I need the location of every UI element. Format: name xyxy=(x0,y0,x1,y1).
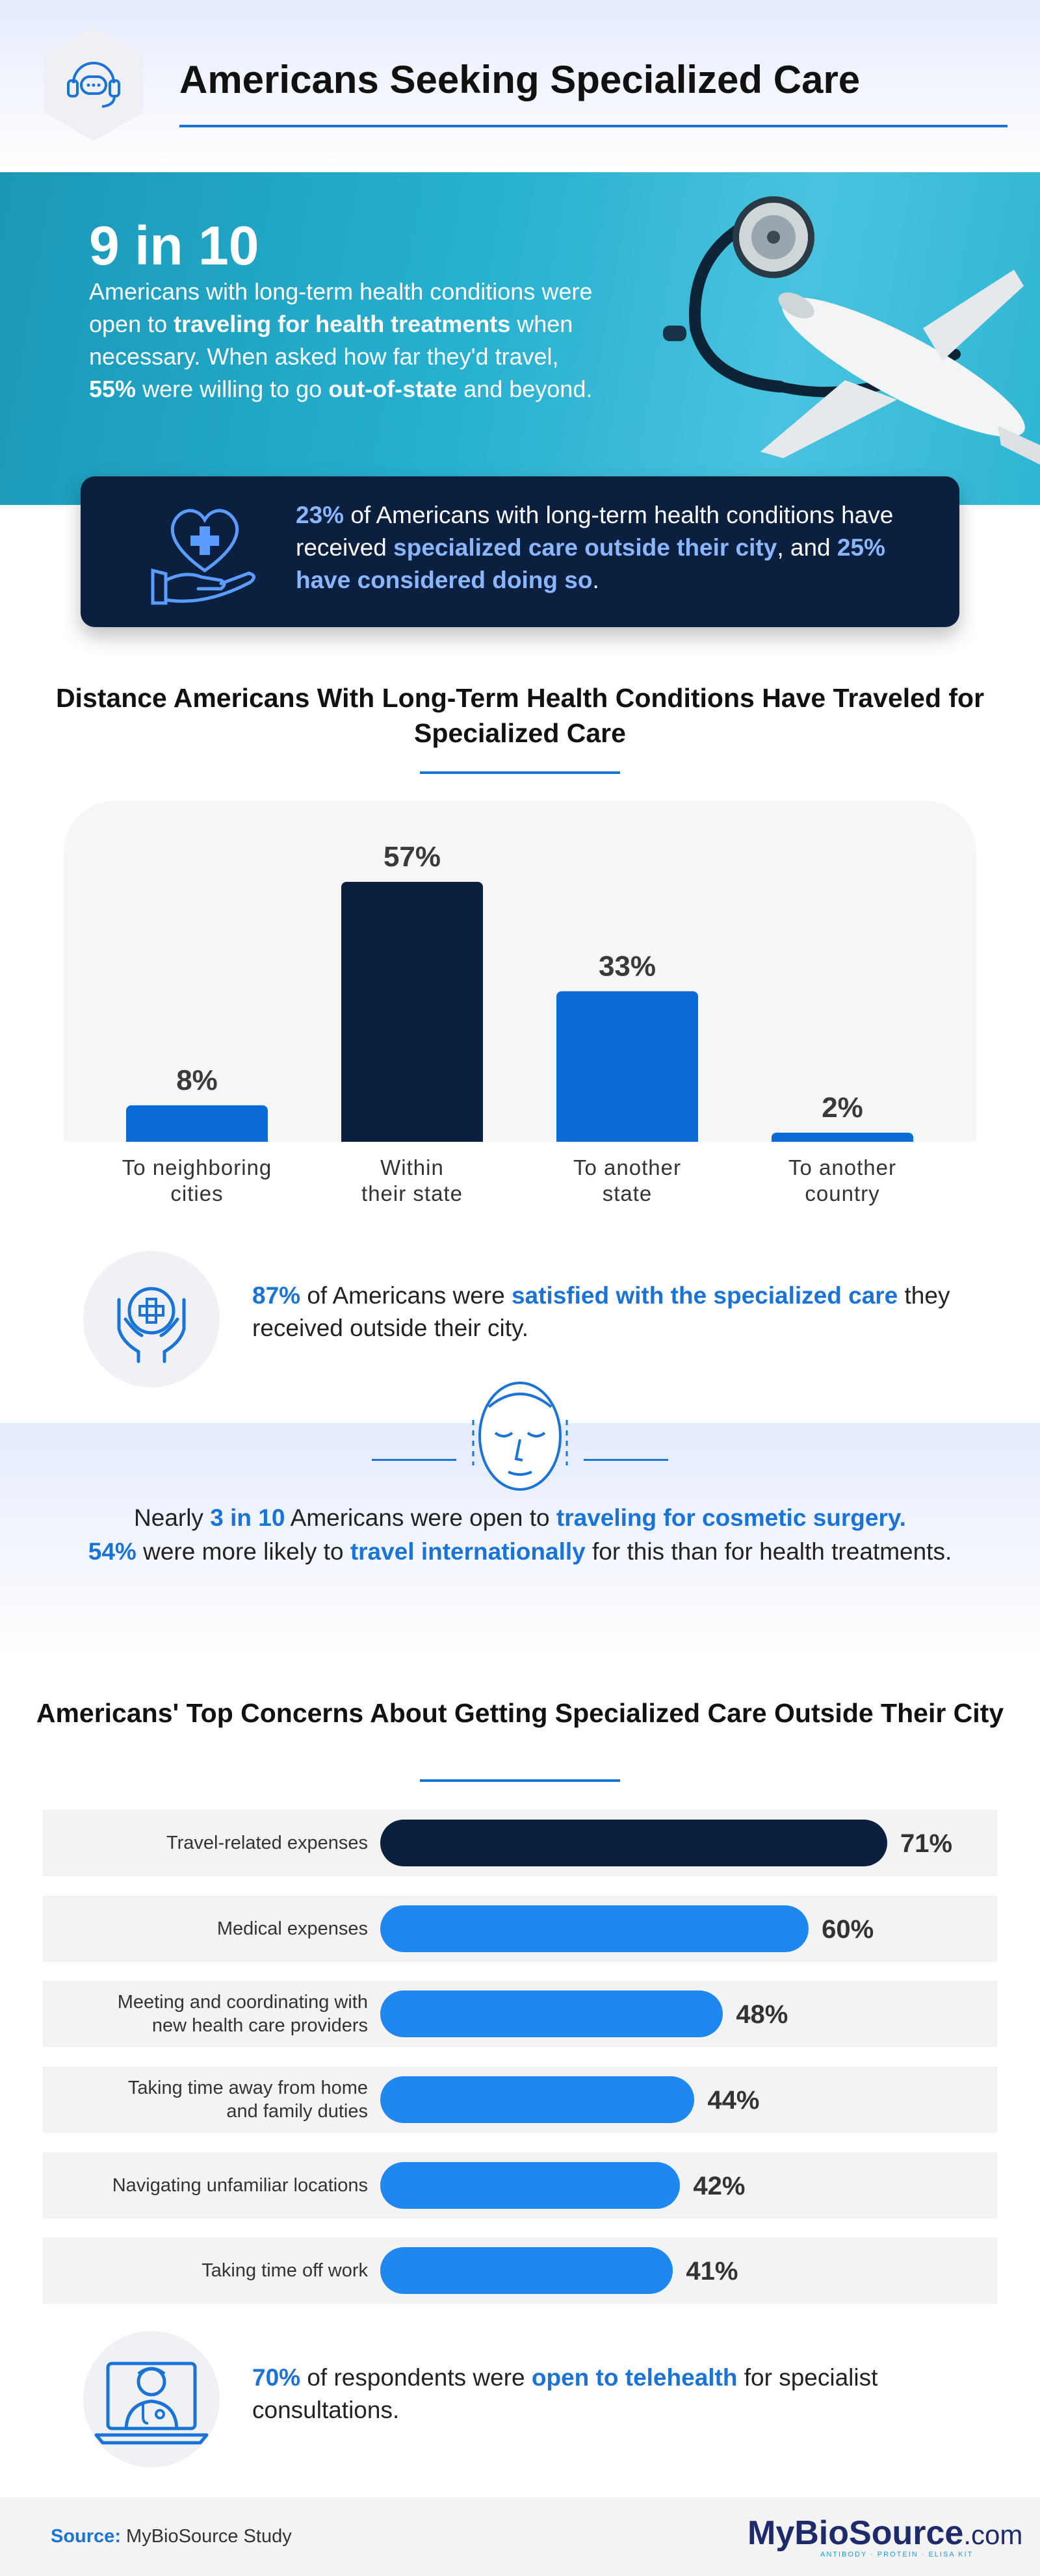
category-label-2-line-2: their state xyxy=(361,1181,463,1205)
satisfied-text: 87% of Americans were satisfied with the… xyxy=(252,1282,950,1341)
concern-label-2-line-1: Medical expenses xyxy=(216,1918,368,1939)
headset-chat-icon xyxy=(67,62,120,108)
concern-value-6: 41% xyxy=(686,2257,738,2286)
value-label-2: 57% xyxy=(384,841,441,873)
distance-title-underline xyxy=(420,771,620,774)
concern-value-2: 60% xyxy=(822,1915,874,1944)
concerns-title-underline xyxy=(420,1779,620,1782)
bar-base-1 xyxy=(126,1137,268,1142)
value-label-3: 33% xyxy=(599,950,656,982)
concern-label-4: Taking time away from home and family dut… xyxy=(43,2076,368,2123)
bar-base-2 xyxy=(341,1137,483,1142)
concern-bar-6 xyxy=(380,2247,673,2294)
category-label-4-line-2: country xyxy=(805,1181,879,1205)
category-label-1-line-1: To neighboring xyxy=(122,1155,272,1179)
concerns-chart-title: Americans' Top Concerns About Getting Sp… xyxy=(36,1698,1004,1728)
stethoscope-airplane-illustration xyxy=(663,196,1040,465)
concern-bar-4 xyxy=(380,2076,695,2123)
doctor-laptop-icon xyxy=(94,2362,209,2445)
hero-text: Americans with long-term health conditio… xyxy=(89,278,593,402)
hero-stat: 9 in 10 xyxy=(89,215,259,276)
concern-label-6-line-1: Taking time off work xyxy=(202,2260,368,2281)
concern-label-3-line-1: Meeting and coordinating with xyxy=(117,1992,368,2013)
bar-1 xyxy=(126,1105,268,1142)
concern-label-1-line-1: Travel-related expenses xyxy=(166,1833,368,1853)
page-title: Americans Seeking Specialized Care xyxy=(179,58,861,101)
concern-bar-2 xyxy=(380,1905,809,1952)
satisfied-icon-circle xyxy=(83,1251,220,1387)
category-label-3-line-1: To another xyxy=(573,1155,681,1179)
category-label-2-line-1: Within xyxy=(380,1155,444,1179)
hands-medical-cross-icon xyxy=(117,1287,186,1363)
cosmetic-text: Nearly 3 in 10 Americans were open to tr… xyxy=(88,1504,952,1565)
concern-label-2: Medical expenses xyxy=(43,1917,368,1940)
title-underline xyxy=(179,125,1008,127)
hand-heart-cross-icon xyxy=(151,509,255,605)
distance-chart-background xyxy=(64,801,976,1142)
telehealth-icon-circle xyxy=(83,2331,220,2467)
concern-bar-3 xyxy=(380,1990,723,2037)
face-outline-icon xyxy=(472,1382,568,1491)
concern-label-5-line-1: Navigating unfamiliar locations xyxy=(112,2175,368,2196)
bar-base-4 xyxy=(772,1137,913,1142)
bar-2 xyxy=(341,882,483,1142)
concern-value-3: 48% xyxy=(736,2000,788,2029)
concern-value-5: 42% xyxy=(693,2172,746,2200)
band-rule-right xyxy=(584,1459,668,1461)
distance-chart-title: Distance Americans With Long-Term Health… xyxy=(55,683,985,748)
category-label-3-line-2: state xyxy=(603,1181,653,1205)
brand-logo: MyBioSource.com xyxy=(748,2514,1023,2552)
concern-label-4-line-1: Taking time away from home xyxy=(127,2078,368,2098)
brand-tagline: ANTIBODY · PROTEIN · ELISA KIT xyxy=(820,2551,974,2558)
concern-bar-5 xyxy=(380,2162,681,2209)
value-label-4: 2% xyxy=(822,1092,863,1124)
value-label-1: 8% xyxy=(176,1064,218,1096)
concern-label-1: Travel-related expenses xyxy=(43,1831,368,1855)
concern-label-3-line-2: new health care providers xyxy=(151,2015,368,2036)
bar-3 xyxy=(556,991,698,1142)
concern-label-3: Meeting and coordinating with new health … xyxy=(43,1990,368,2037)
header-band xyxy=(0,0,1040,172)
bar-base-3 xyxy=(556,1137,698,1142)
concern-label-4-line-2: and family duties xyxy=(226,2101,368,2122)
callout-text: 23% of Americans with long-term health c… xyxy=(296,502,894,593)
category-label-1-line-2: cities xyxy=(170,1181,223,1205)
concern-label-6: Taking time off work xyxy=(43,2259,368,2282)
category-label-4-line-1: To another xyxy=(788,1155,896,1179)
source-note: Source: MyBioSource Study xyxy=(51,2526,292,2547)
telehealth-text: 70% of respondents were open to teleheal… xyxy=(252,2364,878,2423)
footer-band xyxy=(0,2497,1040,2576)
concern-value-4: 44% xyxy=(707,2086,760,2115)
concern-bar-1 xyxy=(380,1820,887,1866)
band-rule-left xyxy=(372,1459,456,1461)
concern-label-5: Navigating unfamiliar locations xyxy=(43,2174,368,2197)
concern-value-1: 71% xyxy=(900,1829,953,1858)
